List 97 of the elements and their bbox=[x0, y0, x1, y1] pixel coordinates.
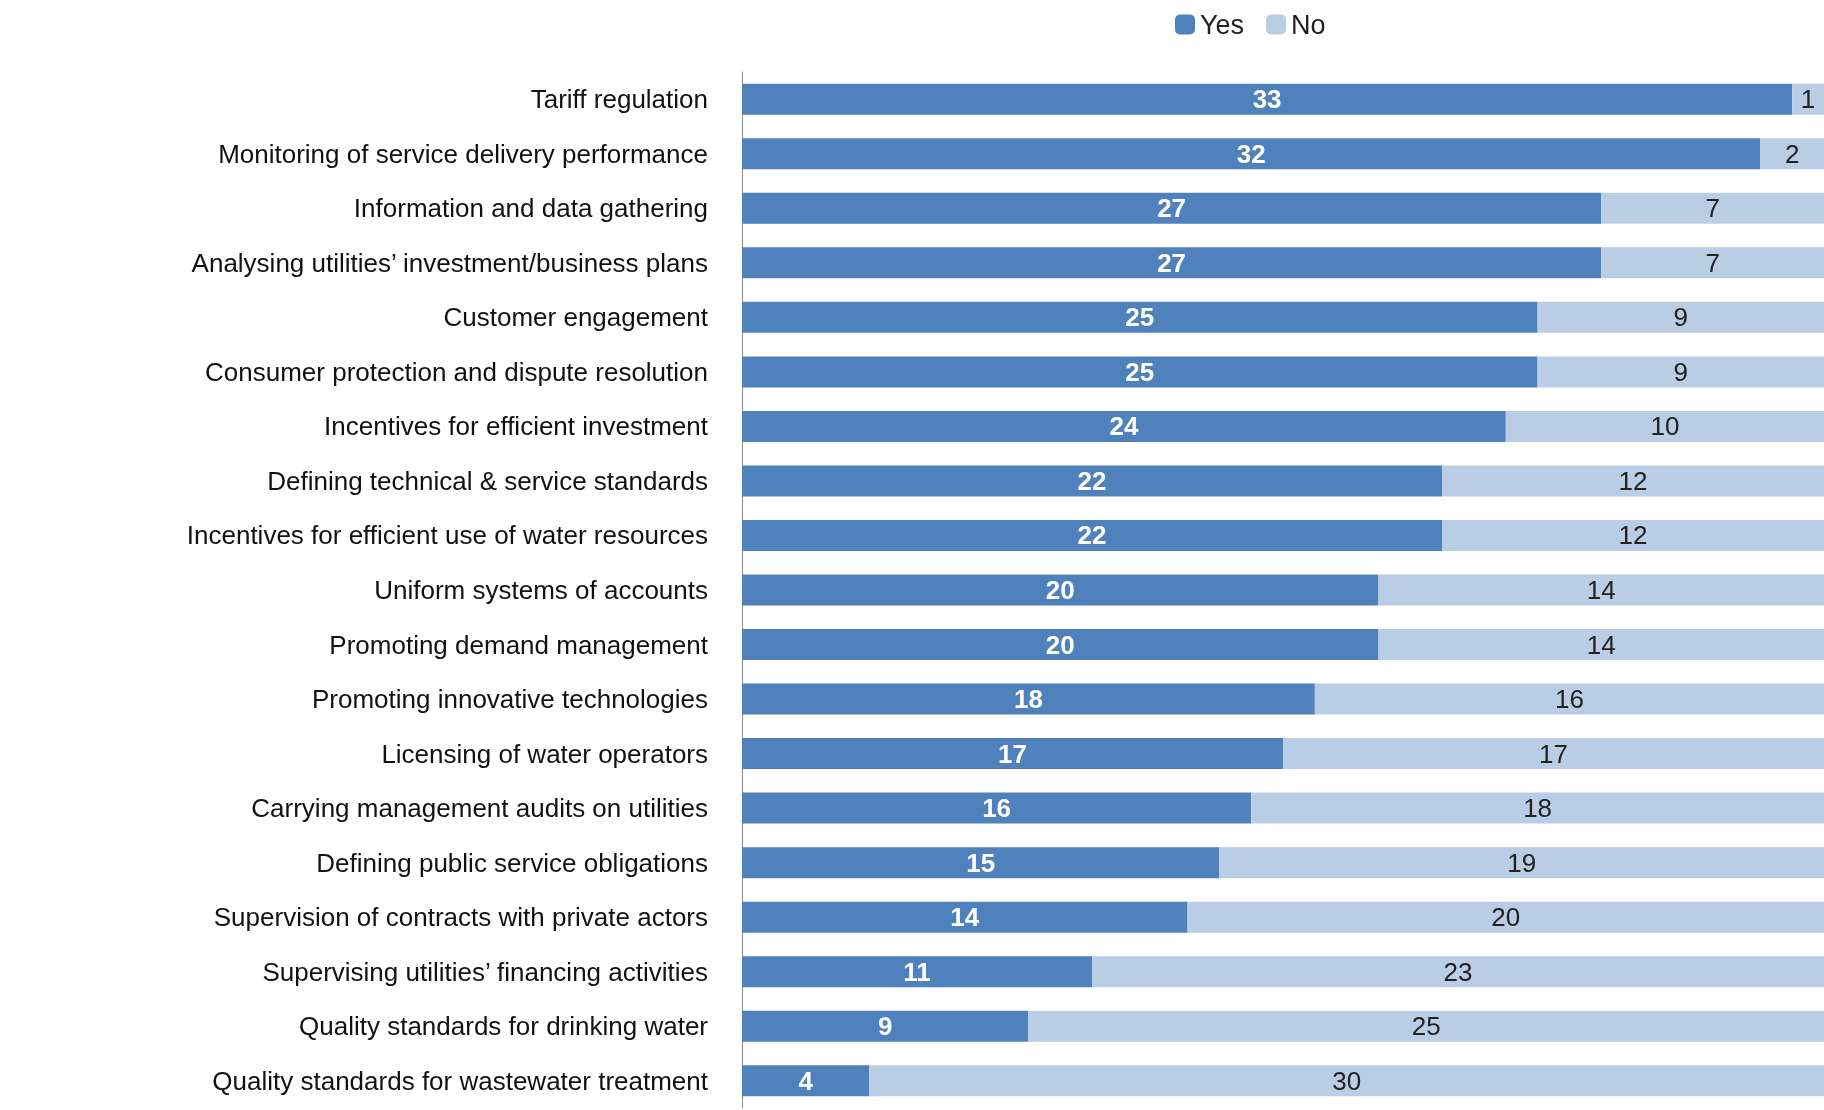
y-tick-label: Incentives for efficient investment bbox=[324, 411, 709, 442]
y-tick-label: Analysing utilities’ investment/business plans bbox=[191, 247, 708, 278]
y-tick-label: Consumer protection and dispute resolution bbox=[205, 356, 708, 387]
bar bbox=[742, 138, 1761, 170]
y-tick-label: Customer engagement bbox=[443, 302, 709, 333]
data-label: 9 bbox=[877, 1011, 893, 1042]
y-tick-label: Supervising utilities’ financing activities bbox=[262, 956, 708, 987]
bar bbox=[1028, 1010, 1824, 1042]
data-label: 11 bbox=[903, 956, 931, 987]
bar bbox=[742, 83, 1793, 115]
data-label: 17 bbox=[998, 738, 1027, 769]
data-label: 17 bbox=[1539, 738, 1568, 769]
bar bbox=[742, 301, 1538, 333]
bar bbox=[742, 247, 1602, 279]
bar bbox=[742, 519, 1443, 551]
data-label: 14 bbox=[950, 902, 980, 933]
bar bbox=[742, 574, 1379, 606]
y-tick-label: Carrying management audits on utilities bbox=[251, 793, 708, 824]
data-label: 24 bbox=[1109, 411, 1139, 442]
bar bbox=[742, 683, 1315, 715]
data-label: 22 bbox=[1077, 465, 1107, 496]
data-label: 25 bbox=[1125, 302, 1155, 333]
bar bbox=[742, 956, 1093, 988]
bar bbox=[742, 792, 1252, 824]
bar bbox=[1314, 683, 1824, 715]
data-label: 18 bbox=[1013, 684, 1043, 715]
bar bbox=[1601, 192, 1824, 224]
data-label: 33 bbox=[1252, 84, 1282, 115]
data-label: 12 bbox=[1618, 465, 1648, 496]
y-tick-label: Tariff regulation bbox=[530, 84, 708, 115]
bar bbox=[869, 1065, 1824, 1097]
bar bbox=[1505, 410, 1824, 442]
y-tick-label: Supervision of contracts with private actors bbox=[213, 902, 708, 933]
data-label: 16 bbox=[1554, 684, 1584, 715]
data-label: 30 bbox=[1332, 1065, 1362, 1096]
y-tick-label: Quality standards for drinking water bbox=[299, 1011, 709, 1042]
y-tick-label: Monitoring of service delivery performance bbox=[218, 138, 708, 169]
data-label: 2 bbox=[1784, 138, 1800, 169]
data-label: 9 bbox=[1673, 302, 1689, 333]
legend-label: Yes bbox=[1200, 9, 1245, 40]
bar bbox=[742, 192, 1602, 224]
bar bbox=[742, 356, 1538, 388]
legend-label: No bbox=[1291, 9, 1326, 40]
data-label: 27 bbox=[1157, 193, 1187, 224]
data-label: 7 bbox=[1705, 193, 1720, 224]
y-tick-label: Information and data gathering bbox=[353, 193, 708, 224]
data-label: 15 bbox=[966, 847, 996, 878]
bar bbox=[1537, 301, 1824, 333]
data-label: 18 bbox=[1523, 793, 1553, 824]
bar bbox=[742, 1010, 1029, 1042]
bar bbox=[742, 465, 1443, 497]
bar bbox=[1187, 901, 1824, 933]
data-label: 25 bbox=[1411, 1011, 1441, 1042]
data-label: 7 bbox=[1705, 247, 1720, 278]
y-tick-label: Licensing of water operators bbox=[381, 738, 708, 769]
data-label: 27 bbox=[1157, 247, 1187, 278]
data-label: 1 bbox=[1800, 84, 1816, 115]
y-tick-label: Uniform systems of accounts bbox=[374, 575, 708, 605]
data-label: 23 bbox=[1443, 956, 1473, 987]
bar bbox=[1092, 956, 1824, 988]
data-label: 4 bbox=[798, 1065, 814, 1096]
bar bbox=[1219, 847, 1824, 879]
data-label: 14 bbox=[1586, 575, 1616, 605]
data-label: 14 bbox=[1586, 629, 1616, 660]
bar bbox=[1378, 629, 1824, 661]
data-label: 10 bbox=[1650, 411, 1680, 442]
bar bbox=[1378, 574, 1824, 606]
bar bbox=[742, 410, 1506, 442]
data-label: 12 bbox=[1618, 520, 1648, 551]
data-label: 22 bbox=[1077, 520, 1107, 551]
data-label: 20 bbox=[1045, 575, 1075, 605]
data-label: 20 bbox=[1491, 902, 1521, 933]
bar bbox=[742, 847, 1220, 879]
bar bbox=[742, 629, 1379, 661]
bar bbox=[1760, 138, 1824, 170]
y-tick-label: Defining public service obligations bbox=[316, 847, 708, 878]
bar bbox=[1251, 792, 1824, 824]
y-tick-label: Defining technical & service standards bbox=[267, 465, 708, 496]
y-tick-label: Incentives for efficient use of water resources bbox=[186, 520, 708, 551]
bar bbox=[1792, 83, 1824, 115]
data-label: 16 bbox=[982, 793, 1012, 824]
y-tick-label: Promoting demand management bbox=[329, 629, 709, 660]
data-label: 25 bbox=[1125, 356, 1155, 387]
y-tick-label: Quality standards for wastewater treatment bbox=[212, 1065, 709, 1096]
data-label: 32 bbox=[1236, 138, 1266, 169]
bar bbox=[742, 738, 1283, 770]
bar bbox=[1537, 356, 1824, 388]
bar bbox=[742, 901, 1188, 933]
bar bbox=[1442, 465, 1824, 497]
data-label: 9 bbox=[1673, 356, 1689, 387]
y-tick-label: Promoting innovative technologies bbox=[311, 684, 708, 715]
data-label: 20 bbox=[1045, 629, 1075, 660]
bar bbox=[1283, 738, 1824, 770]
bar bbox=[1601, 247, 1824, 279]
data-label: 19 bbox=[1507, 847, 1537, 878]
bar bbox=[742, 1065, 870, 1097]
bar bbox=[1442, 519, 1824, 551]
